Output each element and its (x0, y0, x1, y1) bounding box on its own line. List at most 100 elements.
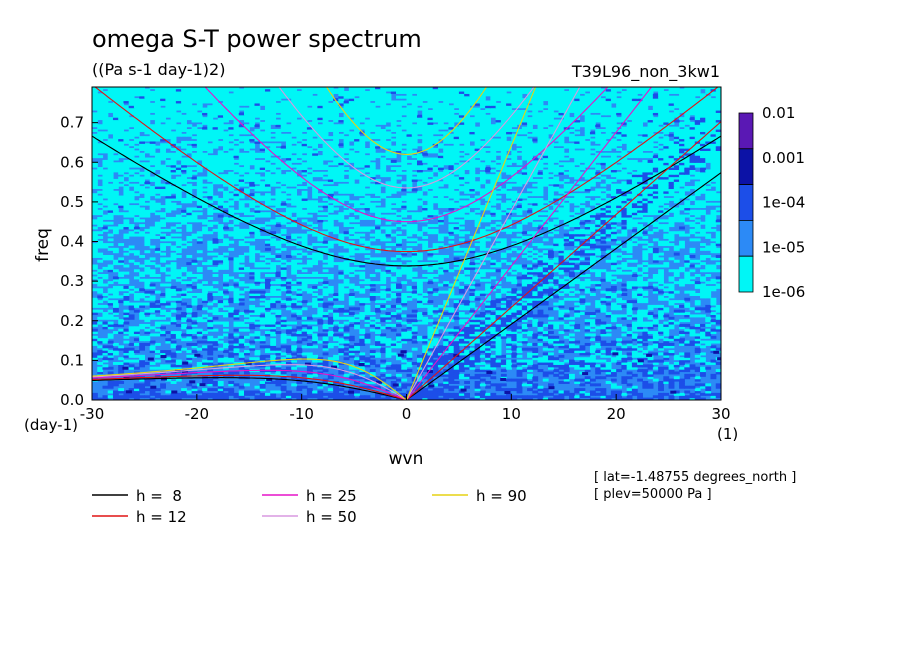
field-cell (249, 231, 256, 235)
field-cell (432, 354, 439, 358)
field-cell (443, 266, 450, 270)
field-cell (181, 266, 187, 270)
field-cell (527, 312, 533, 316)
field-cell (406, 314, 413, 318)
field-cell (385, 290, 392, 294)
field-cell (600, 269, 607, 273)
field-cell (469, 266, 476, 270)
field-cell (500, 212, 507, 216)
field-cell (359, 357, 366, 361)
field-cell (112, 302, 119, 306)
field-cell (521, 364, 528, 368)
field-cell (217, 243, 224, 247)
field-cell (542, 335, 549, 339)
field-cell (249, 392, 256, 396)
field-cell (416, 216, 423, 220)
field-cell (244, 252, 250, 256)
field-cell (259, 297, 266, 301)
field-cell (181, 390, 187, 394)
field-cell (474, 316, 481, 320)
field-cell (548, 316, 554, 320)
field-cell (605, 216, 612, 220)
field-cell (521, 264, 528, 268)
field-cell (527, 266, 533, 270)
field-cell (469, 235, 476, 239)
field-cell (375, 364, 381, 368)
field-cell (107, 309, 114, 313)
field-cell (521, 221, 528, 225)
field-cell (301, 321, 308, 325)
field-cell (207, 388, 214, 392)
field-cell (537, 323, 544, 327)
field-cell (369, 316, 376, 320)
field-cell (490, 319, 497, 323)
field-cell (637, 323, 643, 327)
field-cell (453, 219, 460, 223)
field-cell (652, 283, 659, 287)
field-cell (238, 354, 245, 358)
field-cell (694, 369, 701, 373)
field-cell (375, 354, 381, 358)
field-cell (343, 288, 350, 292)
field-cell (642, 338, 649, 342)
field-cell (217, 259, 224, 263)
field-cell (165, 395, 172, 399)
field-cell (123, 335, 130, 339)
field-cell (642, 209, 649, 213)
field-cell (700, 288, 706, 292)
field-cell (133, 366, 140, 370)
field-cell (432, 371, 439, 375)
field-cell (668, 285, 675, 289)
field-cell (479, 373, 486, 377)
field-cell (259, 388, 266, 392)
field-cell (380, 338, 387, 342)
field-cell (196, 257, 203, 261)
field-cell (700, 269, 706, 273)
field-cell (458, 342, 465, 346)
field-cell (322, 338, 329, 342)
field-cell (453, 376, 460, 380)
field-cell (202, 295, 208, 299)
field-cell (621, 326, 628, 330)
field-cell (369, 380, 376, 384)
field-cell (202, 297, 208, 301)
field-cell (254, 350, 261, 354)
field-cell (537, 226, 544, 230)
field-cell (123, 221, 130, 225)
field-cell (542, 254, 549, 258)
field-cell (238, 328, 245, 332)
field-cell (149, 207, 156, 211)
field-cell (579, 283, 586, 287)
field-cell (380, 271, 387, 275)
field-cell (123, 252, 130, 256)
field-cell (333, 231, 339, 235)
field-cell (416, 316, 423, 320)
field-cell (139, 347, 146, 351)
field-cell (97, 338, 104, 342)
field-cell (621, 214, 628, 218)
field-cell (359, 300, 366, 304)
field-cell (527, 252, 533, 256)
field-cell (595, 364, 602, 368)
field-cell (322, 290, 329, 294)
field-cell (458, 373, 465, 377)
field-cell (170, 264, 177, 268)
field-cell (616, 252, 623, 256)
field-cell (322, 361, 329, 365)
field-cell (270, 390, 277, 394)
field-cell (553, 264, 560, 268)
field-cell (574, 281, 581, 285)
field-cell (364, 380, 371, 384)
field-cell (469, 359, 476, 363)
field-cell (401, 271, 408, 275)
field-cell (280, 300, 287, 304)
field-cell (154, 350, 161, 354)
field-cell (584, 290, 591, 294)
field-cell (170, 340, 177, 344)
field-cell (223, 283, 229, 287)
field-cell (610, 392, 617, 396)
field-cell (679, 219, 685, 223)
field-cell (479, 262, 486, 266)
field-cell (196, 295, 203, 299)
field-cell (406, 247, 413, 251)
